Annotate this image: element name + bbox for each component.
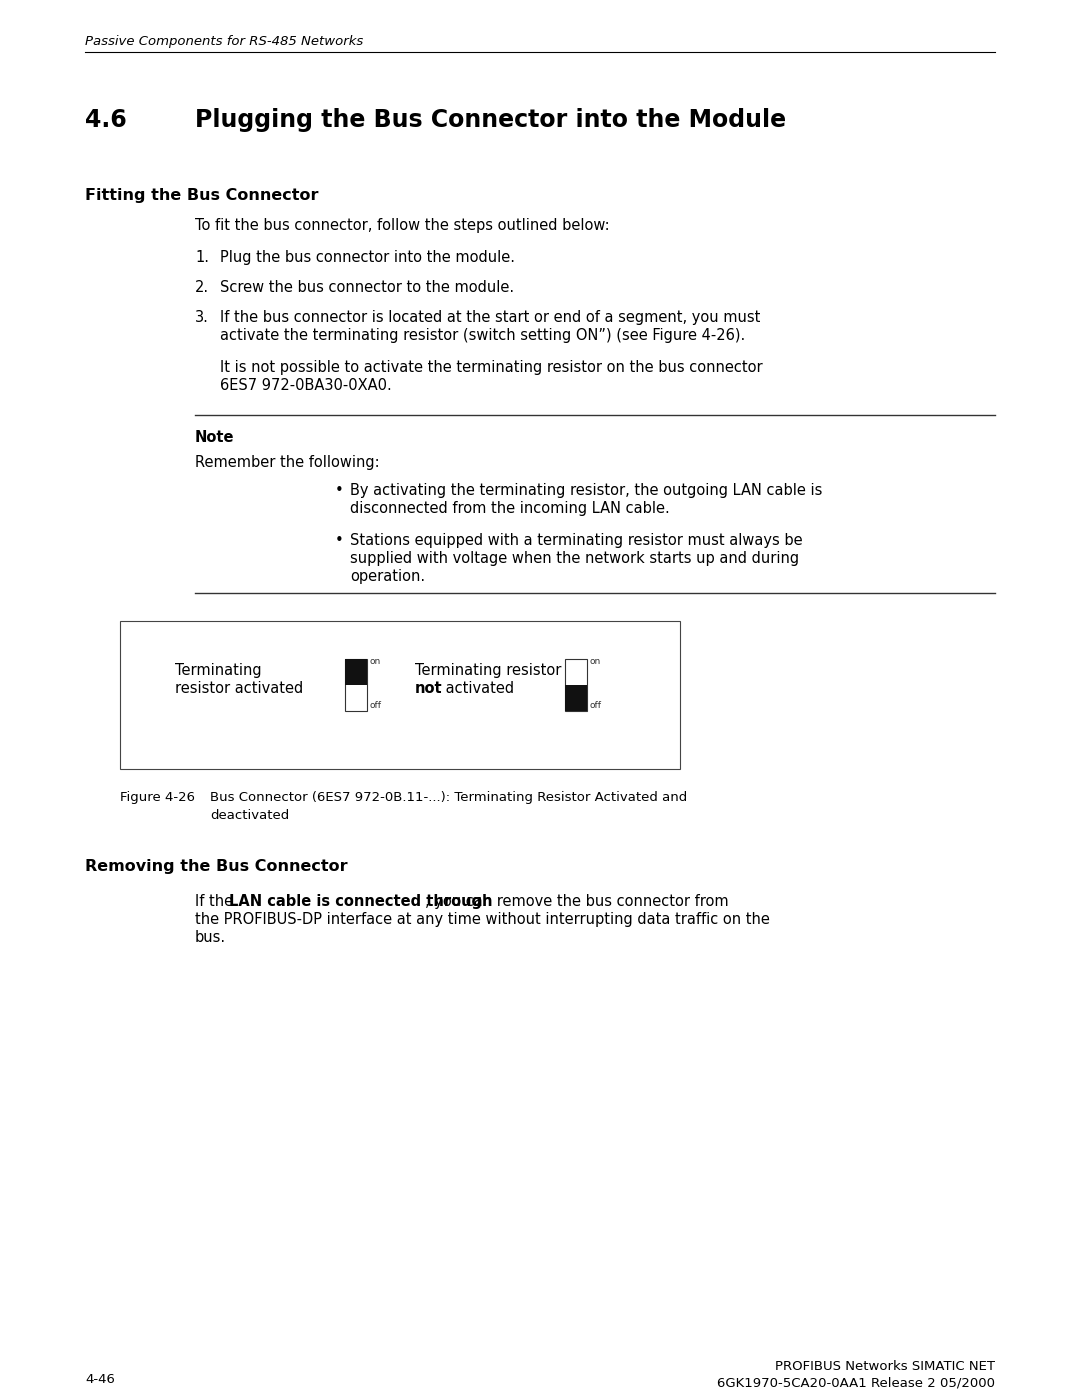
Text: operation.: operation. bbox=[350, 569, 426, 584]
Text: 2.: 2. bbox=[195, 279, 210, 295]
Text: resistor activated: resistor activated bbox=[175, 680, 303, 696]
Text: Passive Components for RS-485 Networks: Passive Components for RS-485 Networks bbox=[85, 35, 363, 47]
Text: It is not possible to activate the terminating resistor on the bus connector: It is not possible to activate the termi… bbox=[220, 360, 762, 374]
Text: not: not bbox=[415, 680, 443, 696]
Text: If the: If the bbox=[195, 894, 238, 909]
Text: Plug the bus connector into the module.: Plug the bus connector into the module. bbox=[220, 250, 515, 265]
Text: Terminating resistor: Terminating resistor bbox=[415, 664, 562, 678]
Text: Stations equipped with a terminating resistor must always be: Stations equipped with a terminating res… bbox=[350, 534, 802, 548]
Text: •: • bbox=[335, 483, 343, 497]
Bar bbox=[565, 659, 588, 711]
Text: Terminating: Terminating bbox=[175, 664, 261, 678]
Text: 3.: 3. bbox=[195, 310, 208, 326]
Text: supplied with voltage when the network starts up and during: supplied with voltage when the network s… bbox=[350, 550, 799, 566]
Bar bbox=[345, 659, 367, 711]
Text: , you can remove the bus connector from: , you can remove the bus connector from bbox=[426, 894, 729, 909]
Text: Note: Note bbox=[195, 430, 234, 446]
Text: on: on bbox=[589, 657, 600, 666]
Text: off: off bbox=[589, 701, 600, 710]
Text: activated: activated bbox=[441, 680, 514, 696]
Text: Removing the Bus Connector: Removing the Bus Connector bbox=[85, 859, 348, 875]
Text: 4-46: 4-46 bbox=[85, 1373, 114, 1386]
Text: off: off bbox=[369, 701, 381, 710]
Text: activate the terminating resistor (switch setting ON”) (see Figure 4-26).: activate the terminating resistor (switc… bbox=[220, 328, 745, 344]
Text: PROFIBUS Networks SIMATIC NET: PROFIBUS Networks SIMATIC NET bbox=[775, 1361, 995, 1373]
Text: Plugging the Bus Connector into the Module: Plugging the Bus Connector into the Modu… bbox=[195, 108, 786, 131]
Bar bbox=[120, 622, 680, 768]
Text: Screw the bus connector to the module.: Screw the bus connector to the module. bbox=[220, 279, 514, 295]
Text: on: on bbox=[369, 657, 380, 666]
Bar bbox=[345, 659, 367, 685]
Text: If the bus connector is located at the start or end of a segment, you must: If the bus connector is located at the s… bbox=[220, 310, 760, 326]
Bar bbox=[565, 685, 588, 711]
Text: •: • bbox=[335, 534, 343, 548]
Text: deactivated: deactivated bbox=[210, 809, 289, 821]
Text: Fitting the Bus Connector: Fitting the Bus Connector bbox=[85, 189, 319, 203]
Text: To fit the bus connector, follow the steps outlined below:: To fit the bus connector, follow the ste… bbox=[195, 218, 609, 233]
Text: the PROFIBUS-DP interface at any time without interrupting data traffic on the: the PROFIBUS-DP interface at any time wi… bbox=[195, 912, 770, 928]
Text: 1.: 1. bbox=[195, 250, 210, 265]
Text: Figure 4-26: Figure 4-26 bbox=[120, 791, 195, 805]
Text: disconnected from the incoming LAN cable.: disconnected from the incoming LAN cable… bbox=[350, 502, 670, 515]
Text: 4.6: 4.6 bbox=[85, 108, 126, 131]
Text: Bus Connector (6ES7 972-0B.11-...): Terminating Resistor Activated and: Bus Connector (6ES7 972-0B.11-...): Term… bbox=[210, 791, 687, 805]
Text: By activating the terminating resistor, the outgoing LAN cable is: By activating the terminating resistor, … bbox=[350, 483, 822, 497]
Text: bus.: bus. bbox=[195, 930, 226, 944]
Text: Remember the following:: Remember the following: bbox=[195, 455, 380, 469]
Text: 6ES7 972-0BA30-0XA0.: 6ES7 972-0BA30-0XA0. bbox=[220, 379, 392, 393]
Text: LAN cable is connected through: LAN cable is connected through bbox=[229, 894, 492, 909]
Text: 6GK1970-5CA20-0AA1 Release 2 05/2000: 6GK1970-5CA20-0AA1 Release 2 05/2000 bbox=[717, 1377, 995, 1390]
